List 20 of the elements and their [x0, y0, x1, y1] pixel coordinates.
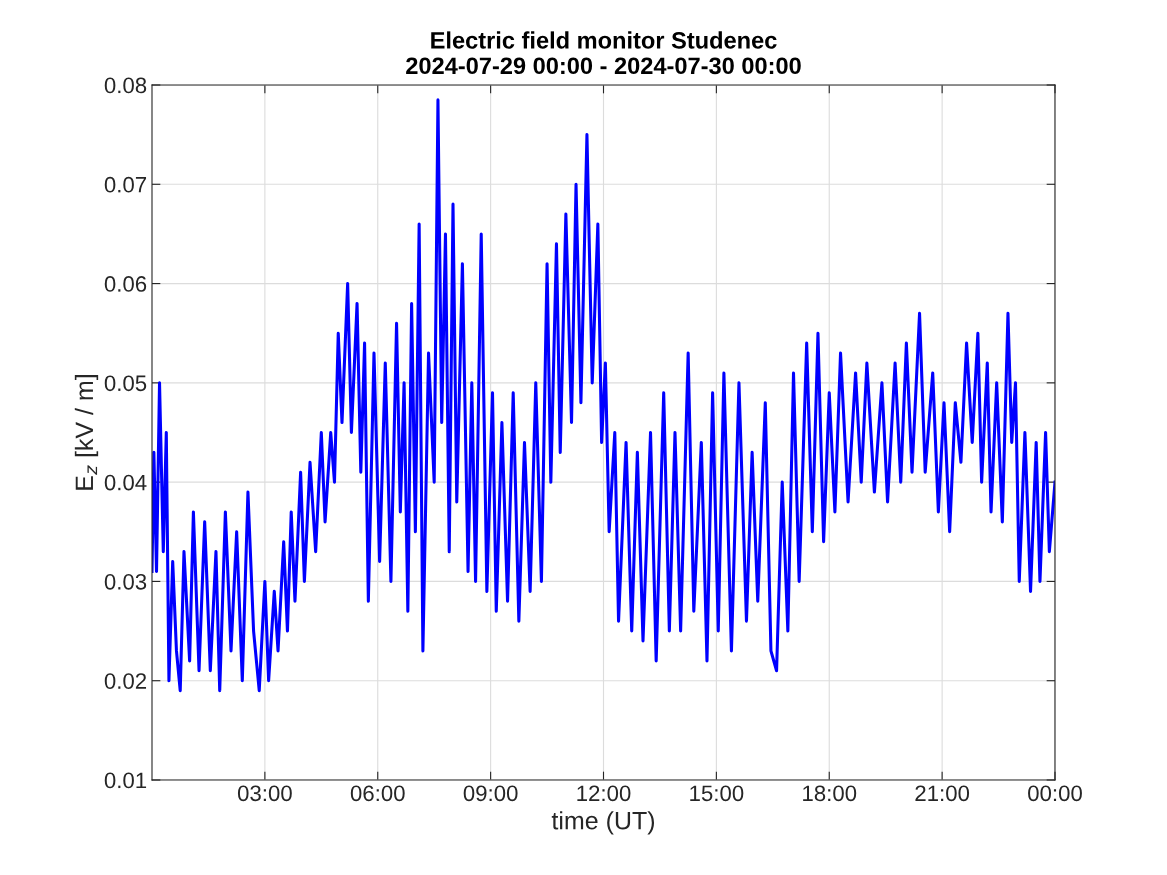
y-tick-label: 0.02 — [104, 673, 147, 689]
y-axis-title: E$_{z}$ [kV / m] — [74, 375, 99, 490]
y-tick-label: 0.05 — [104, 375, 147, 392]
x-tick-label: 06:00 — [350, 785, 405, 802]
chart-title: Electric field monitor Studenec 2024-07-29 00:00 - 2024-07-30 00:00 — [406, 31, 801, 75]
x-tick-label: 03:00 — [237, 785, 292, 802]
y-tick-label: 0.04 — [104, 474, 147, 491]
line-series — [152, 98, 1055, 693]
x-tick-label: 09:00 — [463, 785, 518, 802]
y-tick-label: 0.01 — [104, 772, 147, 789]
x-tick-label: 12:00 — [577, 785, 631, 802]
y-tick-label: 0.06 — [104, 276, 147, 292]
y-tick-label: 0.03 — [104, 573, 147, 590]
x-tick-label: 18:00 — [803, 785, 857, 802]
x-tick-label: 15:00 — [690, 785, 744, 802]
x-tick-label: 21:00 — [915, 785, 970, 802]
y-tick-label: 0.07 — [104, 176, 147, 193]
y-tick-label: 0.08 — [104, 77, 147, 94]
x-tick-label: 00:00 — [1028, 785, 1082, 802]
x-axis-title: time (UT) — [551, 811, 655, 835]
